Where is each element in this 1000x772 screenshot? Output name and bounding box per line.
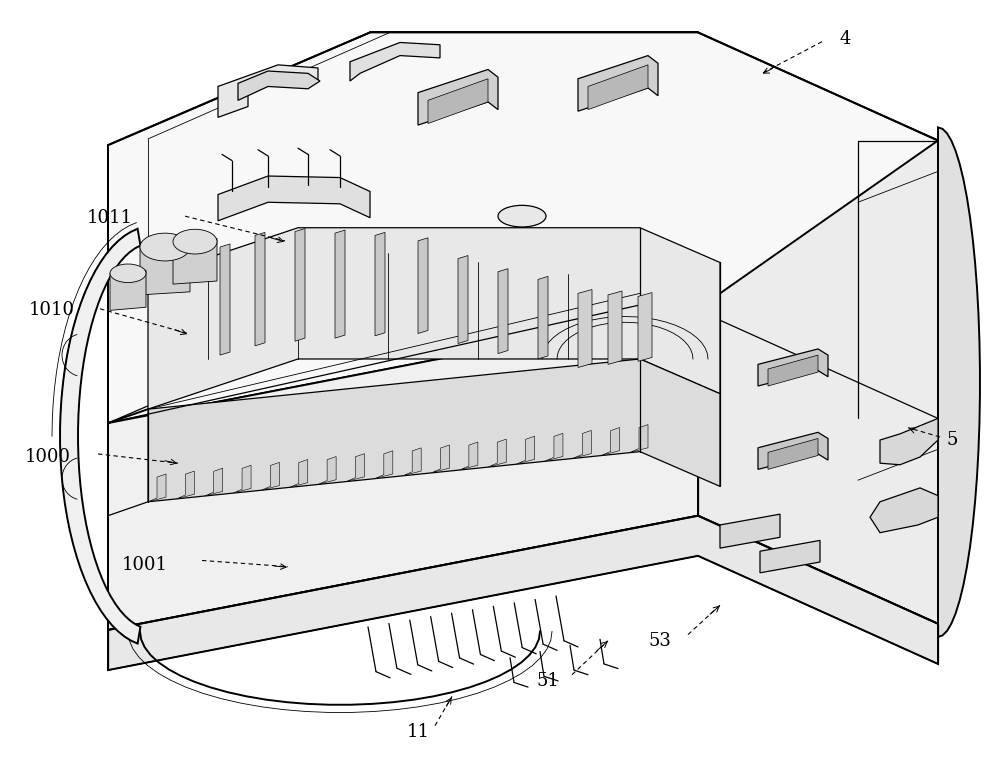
Polygon shape xyxy=(418,238,428,334)
Polygon shape xyxy=(60,229,140,644)
Polygon shape xyxy=(602,428,620,455)
Polygon shape xyxy=(720,514,780,548)
Polygon shape xyxy=(218,176,370,221)
Polygon shape xyxy=(148,228,720,409)
Polygon shape xyxy=(432,445,450,472)
Ellipse shape xyxy=(140,233,190,261)
Polygon shape xyxy=(140,244,190,295)
Polygon shape xyxy=(261,462,279,490)
Text: 1011: 1011 xyxy=(87,208,133,227)
Polygon shape xyxy=(148,474,166,502)
Polygon shape xyxy=(428,79,488,124)
Polygon shape xyxy=(205,468,223,496)
Polygon shape xyxy=(108,309,698,630)
Polygon shape xyxy=(335,230,345,338)
Polygon shape xyxy=(488,439,506,467)
Polygon shape xyxy=(578,290,592,367)
Text: 1001: 1001 xyxy=(122,556,168,574)
Polygon shape xyxy=(768,355,818,386)
Text: 1010: 1010 xyxy=(29,301,75,320)
Polygon shape xyxy=(403,448,421,476)
Polygon shape xyxy=(760,540,820,573)
Polygon shape xyxy=(220,244,230,355)
Polygon shape xyxy=(458,256,468,344)
Polygon shape xyxy=(173,239,217,284)
Polygon shape xyxy=(295,229,305,341)
Text: 1000: 1000 xyxy=(25,448,71,466)
Polygon shape xyxy=(638,293,652,361)
Polygon shape xyxy=(418,69,498,125)
Polygon shape xyxy=(375,232,385,336)
Polygon shape xyxy=(148,359,720,502)
Polygon shape xyxy=(375,451,393,479)
Polygon shape xyxy=(255,232,265,346)
Polygon shape xyxy=(318,456,336,484)
Polygon shape xyxy=(698,141,938,624)
Text: 53: 53 xyxy=(649,631,671,650)
Polygon shape xyxy=(588,65,648,110)
Polygon shape xyxy=(233,466,251,493)
Polygon shape xyxy=(346,454,364,482)
Polygon shape xyxy=(517,436,535,464)
Polygon shape xyxy=(290,459,308,487)
Polygon shape xyxy=(460,442,478,470)
Ellipse shape xyxy=(110,264,146,283)
Polygon shape xyxy=(538,276,548,359)
Ellipse shape xyxy=(173,229,217,254)
Text: 11: 11 xyxy=(406,723,430,741)
Polygon shape xyxy=(218,65,318,117)
Polygon shape xyxy=(768,438,818,469)
Polygon shape xyxy=(238,71,320,100)
Ellipse shape xyxy=(498,205,546,227)
Text: 51: 51 xyxy=(537,672,559,690)
Polygon shape xyxy=(608,291,622,364)
Polygon shape xyxy=(545,433,563,461)
Polygon shape xyxy=(108,516,938,670)
Polygon shape xyxy=(110,270,146,310)
Text: 4: 4 xyxy=(839,29,851,48)
Text: 5: 5 xyxy=(946,431,958,449)
Polygon shape xyxy=(176,471,194,499)
Polygon shape xyxy=(350,42,440,81)
Polygon shape xyxy=(870,488,938,533)
Polygon shape xyxy=(578,56,658,111)
Polygon shape xyxy=(758,349,828,386)
Polygon shape xyxy=(498,269,508,354)
Polygon shape xyxy=(108,32,938,423)
Polygon shape xyxy=(880,418,938,465)
Polygon shape xyxy=(630,425,648,452)
Polygon shape xyxy=(573,431,591,459)
Polygon shape xyxy=(938,127,980,637)
Polygon shape xyxy=(758,432,828,469)
